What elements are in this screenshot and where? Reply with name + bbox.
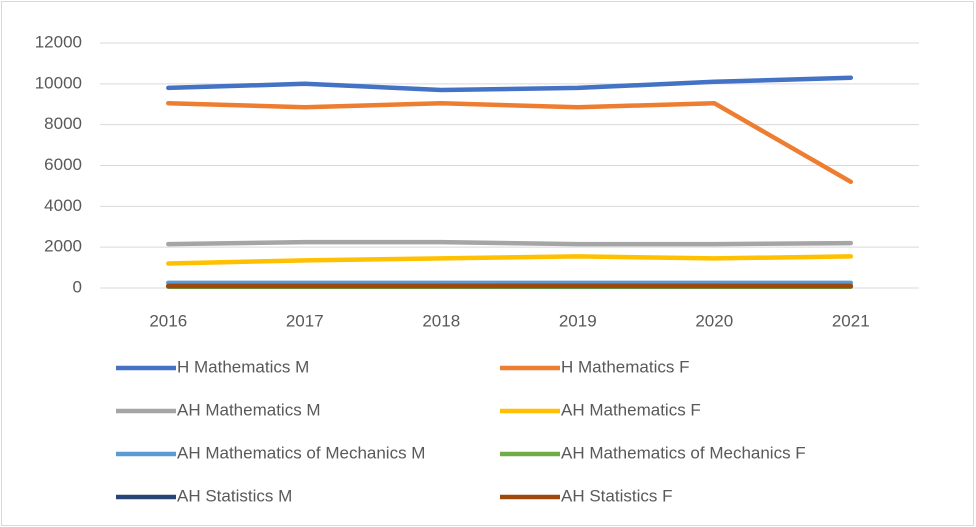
y-tick-label: 8000 [44,114,82,133]
y-tick-label: 10000 [35,73,82,92]
y-tick-label: 12000 [35,32,82,51]
x-tick-label: 2021 [832,311,870,330]
legend-label: AH Mathematics M [177,400,321,419]
legend-label: AH Mathematics F [561,400,701,419]
x-tick-label: 2017 [286,311,324,330]
x-tick-label: 2020 [695,311,733,330]
series-line [166,239,854,247]
y-tick-label: 2000 [44,237,82,256]
series-line [166,75,854,93]
series-line [166,100,854,185]
x-tick-label: 2019 [559,311,597,330]
y-tick-label: 6000 [44,155,82,174]
legend-label: AH Mathematics of Mechanics F [561,443,806,462]
legend-label: AH Statistics M [177,486,292,505]
legend-label: H Mathematics F [561,357,689,376]
y-tick-label: 4000 [44,196,82,215]
legend-label: H Mathematics M [177,357,309,376]
x-tick-label: 2016 [149,311,187,330]
legend-label: AH Statistics F [561,486,672,505]
y-tick-label: 0 [73,277,82,296]
x-tick-label: 2018 [422,311,460,330]
series-line [166,254,854,266]
legend-label: AH Mathematics of Mechanics M [177,443,425,462]
